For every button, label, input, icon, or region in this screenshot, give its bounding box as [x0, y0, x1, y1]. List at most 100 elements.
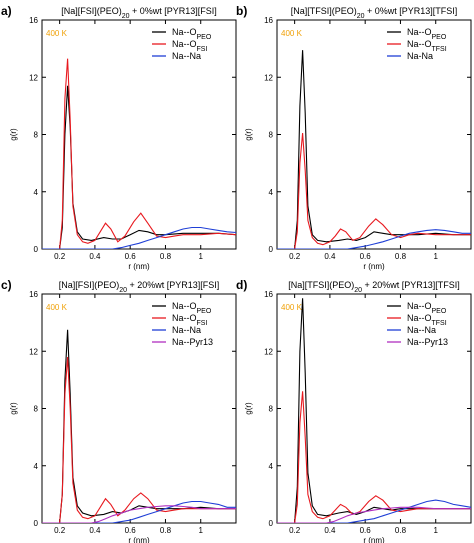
legend-label-part: PEO: [432, 308, 447, 315]
data-point: [373, 231, 374, 232]
data-point: [82, 238, 83, 239]
data-point: [305, 372, 306, 373]
data-point: [174, 231, 175, 232]
title-part: + 20%wt [PYR13][FSI]: [127, 280, 219, 290]
panel-1: a) [Na][FSI](PEO)20 + 0%wt [PYR13][FSI] 0.…: [1, 4, 237, 271]
x-tick-label: 0.2: [54, 526, 66, 535]
data-point: [235, 234, 236, 235]
data-point: [98, 521, 99, 522]
x-tick-label: 0.4: [324, 526, 336, 535]
data-point: [347, 238, 348, 239]
data-point: [326, 515, 327, 516]
y-tick-label: 12: [264, 347, 273, 356]
data-point: [235, 507, 236, 508]
legend-label-part: PEO: [432, 34, 447, 41]
data-point: [235, 232, 236, 233]
panel-label: c): [1, 278, 12, 292]
data-point: [235, 508, 236, 509]
data-point: [305, 437, 306, 438]
panel-label: a): [1, 4, 12, 18]
data-point: [103, 237, 104, 238]
data-point: [453, 504, 454, 505]
data-point: [470, 234, 471, 235]
temperature-label: 400 K: [281, 303, 303, 312]
data-point: [191, 227, 192, 228]
data-point: [352, 240, 353, 241]
data-point: [297, 504, 298, 505]
data-point: [356, 514, 357, 515]
data-point: [312, 511, 313, 512]
data-point: [165, 234, 166, 235]
data-point: [138, 230, 139, 231]
y-tick-label: 16: [29, 16, 38, 25]
data-point: [444, 230, 445, 231]
x-tick-label: 0.6: [125, 526, 137, 535]
data-point: [218, 233, 219, 234]
data-point: [340, 228, 341, 229]
data-point: [130, 520, 131, 521]
x-tick-label: 0.6: [360, 252, 372, 261]
y-tick-label: 4: [34, 188, 39, 197]
data-point: [470, 507, 471, 508]
data-point: [182, 502, 183, 503]
legend-label-part: TFSI: [432, 46, 447, 53]
data-point: [435, 500, 436, 501]
legend-label-part: PEO: [197, 308, 212, 315]
data-point: [64, 394, 65, 395]
data-point: [417, 233, 418, 234]
x-tick-label: 0.6: [360, 526, 372, 535]
data-point: [121, 521, 122, 522]
series-line-2: [42, 356, 236, 523]
temperature-label: 400 K: [46, 303, 68, 312]
y-tick-label: 16: [264, 290, 273, 299]
legend-label-part: Na--Na: [407, 325, 436, 335]
data-point: [453, 231, 454, 232]
title-part: 20: [122, 13, 130, 20]
y-tick-label: 8: [269, 131, 274, 140]
data-point: [200, 234, 201, 235]
data-point: [70, 408, 71, 409]
data-point: [400, 510, 401, 511]
data-point: [112, 522, 113, 523]
title-part: [Na][FSI](PEO): [59, 280, 120, 290]
title-part: + 0%wt [PYR13][FSI]: [130, 6, 217, 16]
legend-label-part: PEO: [197, 34, 212, 41]
data-point: [329, 515, 330, 516]
data-point: [112, 248, 113, 249]
data-point: [335, 236, 336, 237]
data-point: [340, 504, 341, 505]
data-point: [165, 505, 166, 506]
series-line-2: [277, 133, 471, 249]
data-point: [307, 494, 308, 495]
data-point: [200, 508, 201, 509]
y-tick-label: 12: [264, 73, 273, 82]
panel-3: c) [Na][FSI](PEO)20 + 20%wt [PYR13][FSI] 0…: [1, 278, 237, 543]
data-point: [72, 482, 73, 483]
data-point: [72, 205, 73, 206]
data-point: [382, 224, 383, 225]
data-point: [335, 510, 336, 511]
y-axis-label: g(r): [9, 128, 18, 141]
data-point: [77, 510, 78, 511]
data-point: [312, 505, 313, 506]
legend-label-part: Na--Na: [172, 325, 201, 335]
data-point: [87, 518, 88, 519]
data-point: [62, 494, 63, 495]
data-point: [322, 244, 323, 245]
data-point: [227, 231, 228, 232]
data-point: [147, 223, 148, 224]
x-axis-label: r (nm): [363, 262, 385, 271]
x-tick-label: 0.4: [89, 252, 101, 261]
data-point: [317, 517, 318, 518]
data-point: [165, 508, 166, 509]
x-axis-label: r (nm): [128, 536, 150, 543]
legend-label-part: Na--O: [407, 301, 432, 311]
legend-label: Na--OFSI: [172, 313, 207, 327]
series-line-4: [42, 505, 236, 523]
data-point: [67, 58, 68, 59]
y-tick-label: 0: [269, 245, 274, 254]
data-point: [87, 243, 88, 244]
data-point: [462, 233, 463, 234]
data-point: [77, 234, 78, 235]
data-point: [347, 248, 348, 249]
